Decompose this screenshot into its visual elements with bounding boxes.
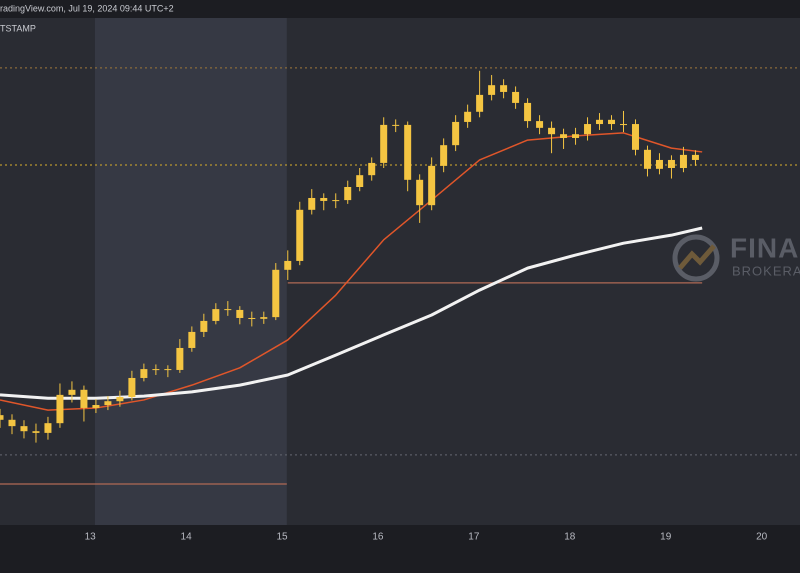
candle-body	[0, 415, 4, 420]
candle-body	[452, 121, 460, 146]
candle-body	[536, 121, 544, 128]
x-tick-label: 15	[276, 532, 288, 543]
candle-body	[164, 369, 172, 371]
candle-body	[80, 389, 88, 408]
candle-body	[116, 396, 124, 402]
candle-body	[620, 124, 628, 126]
candle-body	[56, 394, 64, 424]
candle-body	[176, 347, 184, 370]
candle-body	[368, 162, 376, 176]
candle-body	[404, 124, 412, 180]
candle-body	[224, 309, 232, 311]
candle-body	[140, 369, 148, 378]
candle-body	[548, 127, 556, 135]
candle-body	[440, 145, 448, 166]
candle-body	[200, 320, 208, 332]
candle-body	[44, 423, 52, 433]
candle-body	[464, 111, 472, 122]
candle-body	[260, 317, 268, 319]
candle-body	[572, 134, 580, 138]
candle-body	[524, 102, 532, 122]
x-tick-label: 14	[181, 532, 193, 543]
candle-body	[380, 124, 388, 163]
candle-body	[68, 389, 76, 395]
candle-body	[32, 431, 40, 433]
candle-body	[667, 159, 675, 168]
x-tick-label: 20	[756, 532, 768, 543]
candle-body	[308, 197, 316, 210]
candle-body	[643, 149, 651, 169]
x-tick-label: 16	[372, 532, 384, 543]
candle-body	[8, 419, 16, 427]
candle-body	[631, 124, 639, 150]
watermark: FINAN BROKERAGE	[672, 232, 800, 282]
candle-body	[128, 377, 136, 397]
candle-body	[560, 134, 568, 138]
candle-body	[248, 317, 256, 319]
watermark-title: FINAN	[730, 232, 800, 263]
candle-body	[476, 94, 484, 112]
source-label: TSTAMP	[0, 23, 36, 33]
candle-body	[20, 426, 28, 432]
candle-body	[356, 175, 364, 187]
candle-body	[608, 119, 616, 125]
candle-body	[392, 124, 400, 126]
x-tick-label: 13	[85, 532, 97, 543]
candle-body	[92, 405, 100, 408]
candle-body	[284, 260, 292, 270]
candle-body	[512, 91, 520, 103]
candle-body	[344, 187, 352, 201]
watermark-subtitle: BROKERAGE	[732, 263, 800, 278]
candle-body	[152, 369, 160, 371]
header: radingView.com, Jul 19, 2024 09:44 UTC+2	[0, 3, 174, 13]
x-tick-label: 17	[468, 532, 480, 543]
watermark-logo	[672, 234, 720, 282]
candle-body	[596, 119, 604, 125]
session-highlight	[94, 18, 287, 525]
candle-body	[691, 154, 699, 160]
candle-body	[236, 309, 244, 318]
candle-body	[332, 200, 340, 202]
candle-body	[428, 165, 436, 206]
candle-body	[320, 197, 328, 201]
candle-body	[679, 154, 687, 168]
candle-body	[500, 85, 508, 92]
candle-body	[584, 124, 592, 135]
x-tick-label: 18	[564, 532, 576, 543]
candle-body	[488, 85, 496, 95]
candle-body	[296, 209, 304, 261]
candle-body	[188, 331, 196, 348]
x-tick-label: 19	[660, 532, 672, 543]
candle-body	[104, 401, 112, 406]
candle-body	[655, 159, 663, 169]
candle-body	[212, 309, 220, 321]
candle-body	[272, 269, 280, 318]
candle-body	[416, 179, 424, 206]
watermark-logo-arrow	[678, 244, 716, 270]
